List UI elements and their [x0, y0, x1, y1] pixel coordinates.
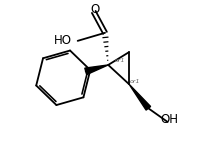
Text: OH: OH: [160, 113, 178, 126]
Polygon shape: [85, 65, 108, 75]
Text: or1: or1: [130, 79, 140, 84]
Polygon shape: [129, 84, 151, 110]
Text: O: O: [91, 3, 100, 16]
Text: or1: or1: [115, 58, 125, 64]
Text: HO: HO: [54, 34, 72, 47]
